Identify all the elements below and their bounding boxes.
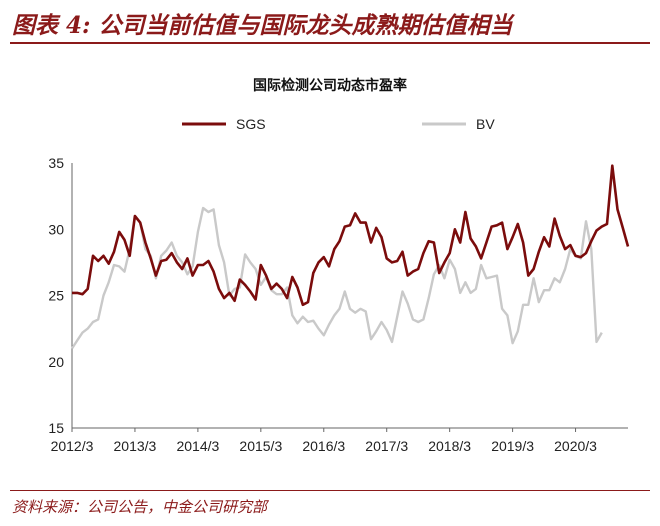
series-line-sgs [72, 164, 630, 307]
x-tick-label: 2014/3 [176, 438, 219, 454]
y-tick-label: 20 [48, 354, 64, 370]
x-tick-label: 2020/3 [554, 438, 597, 454]
legend-label-bv: BV [476, 116, 495, 132]
series-line-bv [70, 206, 603, 350]
figure-title: 图表 4: 公司当前估值与国际龙头成熟期估值相当 [12, 12, 513, 39]
axes: 15 20 25 30 35 2012/3 2013/3 2014/3 2015/3 2016/3… [48, 155, 628, 454]
x-tick-label: 2018/3 [428, 438, 471, 454]
x-tick-label: 2012/3 [51, 438, 94, 454]
y-tick-label: 25 [48, 288, 64, 304]
y-tick-label: 35 [48, 155, 64, 171]
y-tick-label: 30 [48, 221, 64, 237]
legend: SGS BV [182, 116, 495, 132]
source-note: 资料来源：公司公告，中金公司研究部 [12, 498, 268, 516]
y-tick-label: 15 [48, 420, 64, 436]
chart-title: 国际检测公司动态市盈率 [253, 77, 407, 94]
series-group [70, 164, 630, 350]
legend-label-sgs: SGS [236, 116, 266, 132]
source-rule [10, 490, 650, 491]
x-tick-label: 2013/3 [114, 438, 157, 454]
title-rule [10, 42, 650, 44]
x-tick-label: 2016/3 [302, 438, 345, 454]
x-tick-label: 2019/3 [491, 438, 534, 454]
x-tick-label: 2017/3 [365, 438, 408, 454]
x-tick-label: 2015/3 [239, 438, 282, 454]
